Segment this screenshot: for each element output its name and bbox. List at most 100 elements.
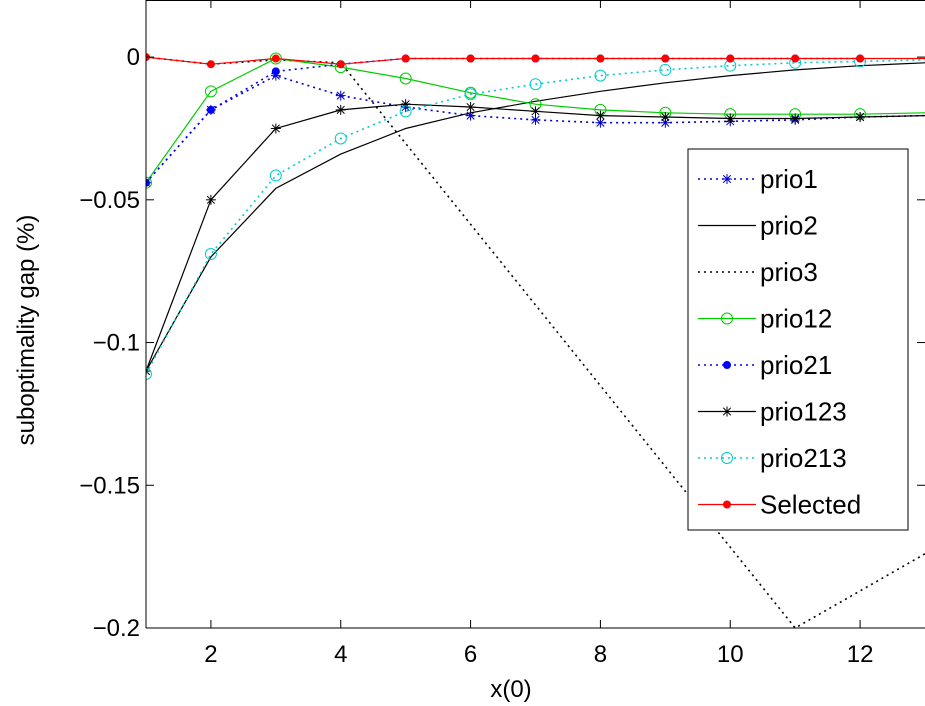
legend-marker-prio123-stroke-3 bbox=[722, 407, 732, 416]
point-Selected-2 bbox=[271, 54, 280, 63]
x-tick-label-1: 4 bbox=[334, 641, 347, 668]
point-prio12-1 bbox=[204, 85, 217, 98]
series-prio2 bbox=[146, 62, 925, 372]
x-tick-label-3: 8 bbox=[594, 641, 607, 668]
point-prio1-5-stroke-3 bbox=[466, 111, 475, 120]
point-prio1-8-stroke-3 bbox=[661, 118, 670, 127]
y-tick-label-2: −0.1 bbox=[93, 330, 140, 357]
clipped-series bbox=[146, 52, 925, 628]
x-tick-label-5: 12 bbox=[847, 641, 874, 668]
point-Selected-11 bbox=[856, 54, 865, 63]
point-prio213-7 bbox=[594, 69, 607, 82]
point-prio1-7-stroke-3 bbox=[596, 118, 605, 127]
legend-marker-prio1-stroke-3 bbox=[722, 174, 732, 184]
point-prio123-10 bbox=[790, 113, 801, 124]
series-layer bbox=[146, 52, 925, 628]
series-line-prio213 bbox=[146, 59, 925, 375]
x-axis-label: x(0) bbox=[490, 676, 531, 703]
point-prio123-9 bbox=[725, 113, 736, 124]
point-prio123-10-stroke-3 bbox=[791, 114, 800, 123]
point-Selected-7 bbox=[596, 54, 605, 63]
point-prio123-0-stroke-2 bbox=[146, 370, 151, 376]
point-prio123-8 bbox=[660, 112, 671, 123]
legend-marker-prio213 bbox=[721, 452, 733, 464]
legend-entry-Selected: Selected bbox=[698, 490, 861, 520]
legend-entry-prio1: prio1 bbox=[698, 164, 818, 194]
point-prio123-11-stroke-3 bbox=[855, 112, 865, 122]
point-Selected-1 bbox=[206, 60, 215, 69]
legend-entry-prio123: prio123 bbox=[698, 397, 847, 427]
point-Selected-5 bbox=[466, 54, 475, 63]
legend-marker-prio21 bbox=[723, 361, 731, 369]
legend-label-prio3: prio3 bbox=[760, 257, 818, 287]
point-prio1-3-stroke-3 bbox=[336, 91, 345, 100]
point-prio123-11 bbox=[855, 112, 866, 123]
point-prio123-3-stroke-3 bbox=[336, 105, 345, 115]
point-Selected-3 bbox=[336, 60, 345, 69]
legend-label-Selected: Selected bbox=[760, 490, 861, 520]
legend-entry-prio3: prio3 bbox=[698, 257, 818, 287]
point-prio21-0 bbox=[146, 178, 150, 187]
x-tick-label-0: 2 bbox=[204, 641, 217, 668]
point-prio123-1-stroke-3 bbox=[206, 195, 216, 204]
legend-entry-prio213: prio213 bbox=[698, 443, 847, 473]
legend-marker-prio123 bbox=[722, 406, 732, 417]
point-Selected-10 bbox=[791, 54, 800, 63]
point-prio123-6-stroke-3 bbox=[531, 107, 540, 116]
point-prio1-6 bbox=[530, 114, 541, 125]
legend-label-prio12: prio12 bbox=[760, 304, 832, 334]
legend-entry-prio12: prio12 bbox=[698, 304, 832, 334]
x-tick-label-4: 10 bbox=[717, 641, 744, 668]
point-prio21-2 bbox=[271, 67, 280, 76]
point-prio123-2 bbox=[270, 123, 281, 134]
y-tick-label-1: −0.05 bbox=[79, 187, 140, 214]
legend-label-prio2: prio2 bbox=[760, 211, 818, 241]
point-prio123-3 bbox=[335, 104, 346, 115]
legend-entry-prio21: prio21 bbox=[698, 350, 832, 380]
legend-entry-prio2: prio2 bbox=[698, 211, 818, 241]
point-prio123-9-stroke-3 bbox=[726, 114, 735, 123]
point-prio1-6-stroke-3 bbox=[531, 115, 540, 124]
series-Selected bbox=[146, 53, 925, 69]
series-prio213 bbox=[146, 55, 925, 380]
x-tick-label-2: 6 bbox=[464, 641, 477, 668]
point-prio1-7 bbox=[595, 117, 606, 128]
point-prio123-8-stroke-3 bbox=[661, 112, 670, 122]
legend-label-prio1: prio1 bbox=[760, 164, 818, 194]
legend-label-prio123: prio123 bbox=[760, 397, 847, 427]
y-tick-label-3: −0.15 bbox=[79, 472, 140, 499]
axis-layer: 2 4 6 8 10 12 0 −0.05 −0.1 −0.15 −0.2 bbox=[79, 0, 925, 668]
point-prio213-5 bbox=[464, 88, 477, 101]
point-prio123-2-stroke-3 bbox=[271, 124, 280, 133]
legend-label-prio213: prio213 bbox=[760, 443, 847, 473]
y-tick-label-0: 0 bbox=[127, 44, 140, 71]
point-prio213-6 bbox=[529, 78, 542, 91]
point-prio213-4 bbox=[399, 105, 412, 118]
point-prio123-6 bbox=[530, 106, 541, 117]
point-prio213-1 bbox=[204, 248, 217, 261]
point-prio12-4 bbox=[399, 72, 412, 85]
y-tick-label-4: −0.2 bbox=[93, 615, 140, 642]
legend-box bbox=[687, 148, 909, 531]
point-prio213-8 bbox=[659, 63, 672, 76]
point-prio12-0 bbox=[146, 176, 152, 189]
legend: prio1 prio2 prio3 prio12 prio21 prio123 prio21… bbox=[687, 148, 909, 531]
point-Selected-4 bbox=[401, 54, 410, 63]
point-prio123-5-stroke-3 bbox=[466, 102, 475, 112]
point-prio21-1 bbox=[206, 105, 215, 114]
y-axis-label: suboptimality gap (%) bbox=[13, 215, 40, 446]
point-prio1-3 bbox=[335, 90, 346, 101]
legend-marker-prio1 bbox=[722, 174, 732, 184]
point-prio213-3 bbox=[334, 132, 347, 145]
point-prio123-7-stroke-3 bbox=[596, 111, 605, 120]
series-line-prio2 bbox=[146, 62, 925, 372]
point-prio213-0 bbox=[146, 367, 152, 380]
point-Selected-9 bbox=[726, 54, 735, 63]
legend-marker-Selected bbox=[723, 500, 731, 509]
legend-label-prio21: prio21 bbox=[760, 350, 832, 380]
legend-marker-prio12 bbox=[721, 312, 733, 325]
point-prio123-5 bbox=[465, 102, 476, 113]
point-Selected-6 bbox=[531, 54, 540, 63]
point-prio123-7 bbox=[595, 110, 606, 121]
